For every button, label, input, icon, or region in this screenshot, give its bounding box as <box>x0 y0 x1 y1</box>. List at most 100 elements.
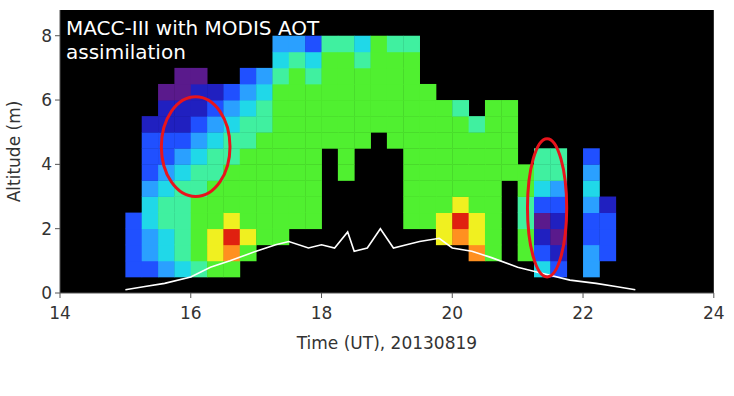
heat-cell <box>223 132 240 148</box>
heat-cell <box>387 100 404 116</box>
heat-cell <box>469 132 486 148</box>
heat-cell <box>322 84 339 100</box>
heat-cell <box>322 100 339 116</box>
heat-cell <box>174 148 191 164</box>
heat-cell <box>272 116 289 132</box>
heat-cell <box>272 84 289 100</box>
heat-cell <box>501 148 518 164</box>
heat-cell <box>501 132 518 148</box>
heat-cell <box>403 148 420 164</box>
heat-cell <box>436 213 453 229</box>
plot-area <box>125 36 635 290</box>
heat-cell <box>469 164 486 180</box>
heat-cell <box>207 84 224 100</box>
heat-cell <box>272 132 289 148</box>
heat-cell <box>338 164 355 180</box>
heat-cell <box>240 229 257 245</box>
y-tick-label: 4 <box>41 154 52 174</box>
y-axis-line <box>60 10 61 293</box>
heat-cell <box>485 164 502 180</box>
y-tick <box>55 293 60 294</box>
heat-cell <box>223 229 240 245</box>
chart-wrap: 02468141618202224Time (UT), 20130819Alti… <box>0 0 734 396</box>
heat-cell <box>501 164 518 180</box>
heat-cell <box>599 245 616 261</box>
heat-cell <box>583 245 600 261</box>
heat-cell <box>338 116 355 132</box>
heat-cell <box>289 180 306 196</box>
heat-cell <box>338 84 355 100</box>
heat-cell <box>436 197 453 213</box>
y-axis-title: Altitude (m) <box>4 101 24 203</box>
heat-cell <box>289 132 306 148</box>
heat-cell <box>223 213 240 229</box>
heat-cell <box>142 132 159 148</box>
heat-cell <box>387 68 404 84</box>
heat-cell <box>403 180 420 196</box>
heat-cell <box>436 164 453 180</box>
heat-cell <box>158 261 175 277</box>
heat-cell <box>305 180 322 196</box>
x-axis-line <box>60 293 714 294</box>
heat-cell <box>272 213 289 229</box>
heat-cell <box>191 229 208 245</box>
heat-cell <box>452 197 469 213</box>
heat-cell <box>518 180 535 196</box>
heat-cell <box>501 116 518 132</box>
x-tick <box>713 293 714 298</box>
heat-cell <box>272 164 289 180</box>
heat-cell <box>354 36 371 52</box>
heat-cell <box>550 197 567 213</box>
y-tick-label: 8 <box>41 26 52 46</box>
heat-cell <box>583 229 600 245</box>
heat-cell <box>322 68 339 84</box>
heat-cell <box>322 52 339 68</box>
heat-cell <box>240 245 257 261</box>
x-tick <box>190 293 191 298</box>
heat-cell <box>142 229 159 245</box>
heat-cell <box>452 164 469 180</box>
heat-cell <box>485 229 502 245</box>
heat-cell <box>223 180 240 196</box>
y-tick <box>55 100 60 101</box>
heat-cell <box>583 197 600 213</box>
heat-cell <box>240 100 257 116</box>
heat-cell <box>583 180 600 196</box>
heat-cell <box>142 164 159 180</box>
heat-cell <box>387 132 404 148</box>
heat-cell <box>436 132 453 148</box>
heat-cell <box>403 36 420 52</box>
heat-cell <box>518 229 535 245</box>
heat-cell <box>272 197 289 213</box>
heat-cell <box>256 213 273 229</box>
heat-cell <box>289 116 306 132</box>
heat-cell <box>174 245 191 261</box>
heat-cell <box>338 100 355 116</box>
heat-cell <box>420 100 437 116</box>
heat-cell <box>125 261 142 277</box>
heat-cell <box>599 229 616 245</box>
heat-cell <box>354 116 371 132</box>
heat-cell <box>223 100 240 116</box>
heat-cell <box>452 100 469 116</box>
y-tick-label: 6 <box>41 90 52 110</box>
heat-cell <box>240 84 257 100</box>
x-tick-label: 22 <box>572 303 594 323</box>
heat-cell <box>485 197 502 213</box>
heat-cell <box>371 36 388 52</box>
heat-cell <box>223 148 240 164</box>
heat-cell <box>125 245 142 261</box>
chart-title: MACC-III with MODIS AOT assimilation <box>66 16 366 64</box>
heat-cell <box>191 116 208 132</box>
heat-cell <box>420 84 437 100</box>
heat-cell <box>420 164 437 180</box>
heat-cell <box>223 84 240 100</box>
heat-cell <box>420 116 437 132</box>
heat-cell <box>485 116 502 132</box>
heat-cell <box>436 148 453 164</box>
heat-cell <box>403 197 420 213</box>
heat-cell <box>223 261 240 277</box>
heat-cell <box>240 116 257 132</box>
y-tick <box>55 228 60 229</box>
heat-cell <box>420 197 437 213</box>
